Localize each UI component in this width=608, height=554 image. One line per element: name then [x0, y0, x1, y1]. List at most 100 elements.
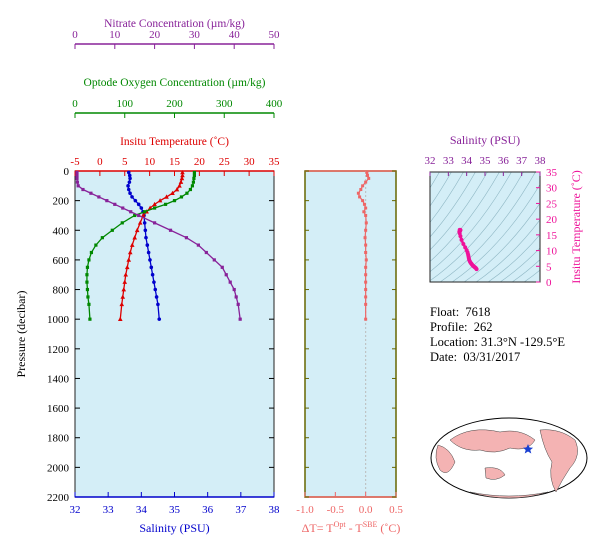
temperature-tick-label: 30 [244, 156, 256, 168]
delta-t-plot-area [304, 170, 397, 498]
ts-ytick-label: 5 [546, 261, 552, 273]
temperature-point [124, 264, 130, 270]
salinity-point [154, 295, 159, 299]
ts-density-contour [451, 183, 540, 282]
nitrate-point [236, 302, 240, 306]
pressure-axis-label: Pressure (decibar) [14, 291, 28, 378]
salinity-tick-label: 34 [136, 504, 148, 516]
delta-t-point [364, 317, 368, 321]
oxygen-point [190, 184, 195, 188]
oxygen-point [192, 176, 196, 181]
delta-t-point [361, 184, 365, 188]
temperature-point [132, 235, 137, 240]
temperature-point [119, 301, 125, 307]
oxygen-axis-label: Optode Oxygen Concentration (µm/kg) [84, 77, 266, 89]
salinity-point [128, 191, 132, 196]
nitrate-point [212, 258, 216, 262]
nitrate-point [238, 317, 242, 321]
ts-xtick-label: 36 [498, 155, 510, 167]
delta-t-axis-label-part: ΔT= T [302, 521, 335, 535]
salinity-tick-label: 32 [70, 504, 81, 516]
delta-t-tick-label: -1.0 [296, 504, 314, 516]
temperature-point [157, 198, 163, 203]
ts-xtick-label: 34 [461, 155, 473, 167]
temperature-point [129, 242, 135, 247]
delta-t-point [364, 273, 368, 277]
delta-t-point [364, 243, 368, 247]
oxygen-point [86, 295, 90, 299]
pressure-tick-label: 800 [53, 285, 70, 297]
nitrate-tick-label: 10 [109, 29, 121, 41]
ts-density-contour [430, 172, 512, 272]
temperature-tick-label: 5 [122, 156, 128, 168]
nitrate-point [89, 191, 93, 195]
oxygen-point [179, 195, 184, 199]
delta-t-axis-label: ΔT= TOpt - TSBE (˚C) [302, 520, 401, 535]
ts-xtick-label: 32 [425, 155, 436, 167]
profile-label: Profile: [430, 320, 468, 334]
ts-ytick-label: 10 [546, 246, 558, 258]
oxygen-point [188, 187, 193, 192]
oxygen-point [87, 302, 91, 306]
delta-t-point [364, 302, 368, 306]
map-landmass-africa [435, 444, 456, 473]
temperature-tick-label: 15 [169, 156, 181, 168]
salinity-tick-label: 35 [169, 504, 181, 516]
temperature-point [178, 179, 184, 184]
oxygen-point [192, 173, 196, 178]
temperature-tick-label: -5 [70, 156, 80, 168]
temperature-point [117, 316, 123, 321]
date-value: 03/31/2017 [463, 350, 521, 364]
salinity-tick-label: 33 [103, 504, 115, 516]
ts-ytick-label: 0 [546, 277, 552, 289]
pressure-tick-label: 400 [53, 225, 70, 237]
nitrate-point [184, 236, 189, 240]
oxygen-tick-label: 200 [166, 98, 183, 110]
salinity-point [139, 206, 144, 210]
temperature-tick-label: 25 [219, 156, 231, 168]
temperature-tick-label: 35 [269, 156, 281, 168]
delta-t-axis-label-part: SBE [363, 520, 378, 529]
nitrate-axis-label: Nitrate Concentration (µm/kg) [104, 18, 245, 30]
float-value: 7618 [465, 305, 491, 319]
ts-density-contour [475, 219, 540, 282]
ts-yaxis-label: Insitu Temperature (˚C) [569, 170, 583, 284]
oxygen-point [172, 199, 177, 203]
location-value: 31.3°N -129.5°E [481, 335, 565, 349]
salinity-point [150, 272, 155, 277]
ts-xtick-label: 38 [535, 155, 547, 167]
delta-t-point [364, 206, 368, 210]
nitrate-tick-label: 0 [72, 29, 78, 41]
delta-t-point [356, 191, 360, 195]
oxygen-point [88, 317, 92, 321]
delta-t-point [358, 195, 362, 199]
delta-t-point [364, 251, 368, 254]
delta-t-point [359, 188, 363, 192]
temperature-point [121, 287, 127, 292]
delta-t-point [364, 265, 368, 269]
delta-t-point [364, 221, 368, 225]
pressure-tick-label: 1400 [47, 373, 70, 385]
salinity-point [128, 176, 132, 181]
nitrate-point [75, 173, 79, 178]
salinity-point [130, 195, 134, 199]
ts-xtick-label: 37 [516, 155, 528, 167]
delta-t-point [364, 213, 368, 217]
salinity-point [126, 187, 131, 192]
nitrate-point [137, 213, 141, 218]
pressure-tick-label: 600 [53, 255, 70, 267]
nitrate-point [75, 180, 79, 184]
salinity-tick-label: 38 [269, 504, 281, 516]
oxygen-point [110, 228, 114, 232]
nitrate-point [75, 170, 79, 175]
oxygen-point [85, 287, 90, 292]
pressure-tick-label: 2200 [47, 492, 70, 504]
delta-t-point [364, 280, 368, 284]
oxygen-point [191, 180, 196, 184]
delta-t-point [365, 173, 369, 177]
delta-t-tick-label: -0.5 [327, 504, 345, 516]
ts-xaxis-label: Salinity (PSU) [450, 133, 520, 147]
temperature-point [122, 279, 128, 284]
nitrate-point [153, 221, 157, 225]
delta-t-tick-label: 0.0 [359, 504, 373, 516]
